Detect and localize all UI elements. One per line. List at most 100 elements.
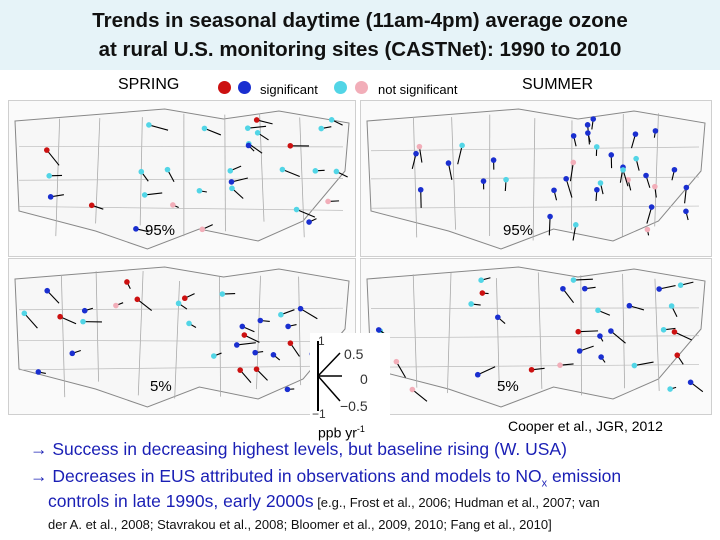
site-marker <box>598 354 604 360</box>
site-marker <box>113 302 119 309</box>
site-marker <box>413 150 419 157</box>
site-marker <box>57 313 63 320</box>
site-marker <box>590 116 597 122</box>
legend-not-significant-label: not significant <box>378 82 458 97</box>
state-border <box>580 275 582 396</box>
site-marker <box>573 222 579 228</box>
blue-dot-icon <box>238 81 251 94</box>
trend-arrow <box>457 145 463 165</box>
site-marker <box>687 379 694 386</box>
site-marker <box>416 143 423 150</box>
trend-arrow <box>412 389 428 402</box>
site-marker <box>175 300 182 307</box>
scale-key-arrows-icon <box>317 341 342 411</box>
state-border <box>18 365 344 371</box>
site-marker <box>597 333 603 339</box>
site-marker <box>597 180 604 186</box>
site-marker <box>284 386 291 393</box>
site-marker <box>227 167 234 174</box>
site-marker <box>671 166 678 173</box>
site-marker <box>608 328 614 334</box>
summer-label: SUMMER <box>522 76 594 93</box>
site-marker <box>237 367 243 373</box>
map-summer-5 <box>360 258 712 415</box>
state-border <box>621 114 624 237</box>
state-border <box>18 206 344 211</box>
summer-5-label: 5% <box>497 378 519 395</box>
scale-key: 0.5 0 −0.5 1 −1 ppb yr-1 <box>310 333 390 445</box>
state-border <box>370 335 700 339</box>
bullet-2-text: Decreases in EUS attributed in observati… <box>52 466 542 486</box>
site-marker <box>88 202 95 209</box>
red-dot-icon <box>218 81 231 94</box>
slide-title-line-1: Trends in seasonal daytime (11am-4pm) av… <box>92 9 628 32</box>
site-marker <box>196 187 203 194</box>
site-marker <box>318 125 325 132</box>
site-marker <box>480 178 487 184</box>
site-marker <box>648 204 655 210</box>
site-marker <box>306 219 312 225</box>
site-marker <box>478 277 484 284</box>
trend-arrow <box>231 177 248 183</box>
site-marker <box>581 285 588 292</box>
summer-95-label: 95% <box>503 222 534 239</box>
site-marker <box>557 362 563 368</box>
trend-arrow <box>46 290 60 304</box>
bullet-2-cont-text: controls in late 1990s, early 2000s <box>48 491 314 511</box>
site-marker <box>201 125 208 132</box>
site-marker <box>80 318 86 325</box>
site-marker <box>674 352 681 358</box>
site-marker <box>241 332 248 338</box>
state-border <box>532 118 536 241</box>
scale-tick-zero: 0 <box>360 371 368 387</box>
site-marker <box>328 117 335 123</box>
site-marker <box>593 144 600 150</box>
site-marker <box>468 301 474 307</box>
site-marker <box>244 125 251 131</box>
state-border <box>95 271 99 382</box>
trend-arrow <box>573 278 593 281</box>
state-border <box>299 117 305 238</box>
map-summer-5-svg <box>366 266 706 408</box>
state-border <box>412 274 418 388</box>
site-marker <box>595 307 601 314</box>
arrow-right-icon: → <box>30 439 48 459</box>
site-marker <box>270 352 277 358</box>
state-border <box>55 118 61 237</box>
trend-arrow <box>282 169 300 178</box>
site-marker <box>228 179 235 185</box>
state-border <box>654 278 660 391</box>
site-marker <box>35 369 42 375</box>
site-marker <box>44 147 50 153</box>
site-marker <box>620 167 626 173</box>
site-marker <box>652 183 658 190</box>
site-marker <box>44 287 51 294</box>
site-marker <box>667 386 673 392</box>
trend-arrow <box>296 209 316 218</box>
site-marker <box>677 282 684 288</box>
state-border <box>18 178 344 181</box>
site-marker <box>570 277 577 283</box>
site-marker <box>633 155 639 162</box>
trend-arrow <box>23 312 38 329</box>
site-marker <box>547 213 553 220</box>
site-marker <box>287 340 294 346</box>
site-marker <box>570 159 577 166</box>
pink-dot-icon <box>355 81 368 94</box>
trend-arrow <box>562 288 575 304</box>
site-marker <box>575 328 582 335</box>
state-border <box>622 273 626 389</box>
trend-arrow <box>578 330 599 333</box>
state-border <box>259 113 265 222</box>
title-band <box>0 0 720 70</box>
state-border <box>370 146 700 152</box>
citation: Cooper et al., JGR, 2012 <box>508 418 663 434</box>
site-marker <box>563 175 569 182</box>
site-marker <box>528 366 535 373</box>
site-marker <box>181 295 188 302</box>
trend-arrow <box>548 216 551 236</box>
site-marker <box>459 142 465 149</box>
state-border <box>95 118 101 224</box>
site-marker <box>229 185 235 192</box>
site-marker <box>445 160 452 166</box>
